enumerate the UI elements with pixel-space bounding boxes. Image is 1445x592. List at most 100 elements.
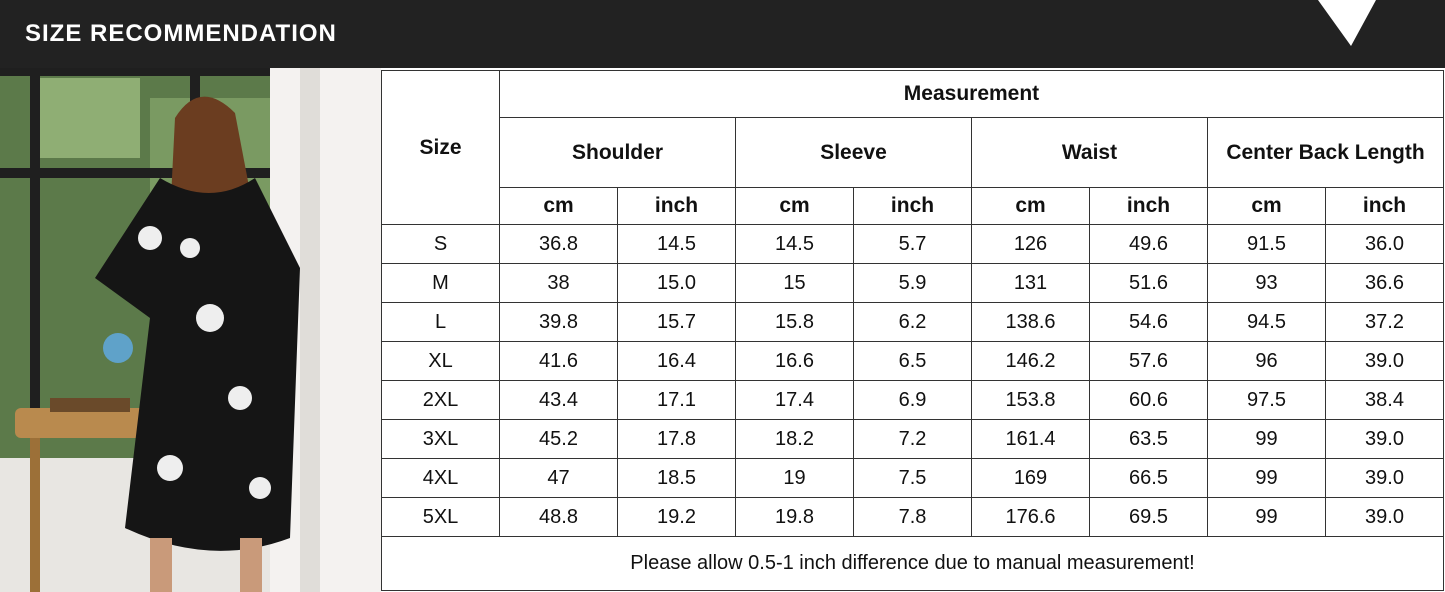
value-cell: 93 [1207, 263, 1326, 303]
table-row: S 36.8 14.5 14.5 5.7 126 49.6 91.5 36.0 [381, 224, 1444, 264]
size-cell: 5XL [381, 497, 500, 537]
value-cell: 96 [1207, 341, 1326, 381]
value-cell: 45.2 [499, 419, 618, 459]
value-cell: 39.0 [1325, 458, 1444, 498]
value-cell: 99 [1207, 497, 1326, 537]
value-cell: 38 [499, 263, 618, 303]
header-notch [1318, 0, 1376, 46]
value-cell: 43.4 [499, 380, 618, 420]
value-cell: 39.8 [499, 302, 618, 342]
value-cell: 18.2 [735, 419, 854, 459]
value-cell: 146.2 [971, 341, 1090, 381]
value-cell: 7.8 [853, 497, 972, 537]
value-cell: 19.2 [617, 497, 736, 537]
value-cell: 15 [735, 263, 854, 303]
value-cell: 63.5 [1089, 419, 1208, 459]
group-header: Center Back Length [1207, 117, 1444, 188]
value-cell: 99 [1207, 419, 1326, 459]
table-row: 4XL 47 18.5 19 7.5 169 66.5 99 39.0 [381, 458, 1444, 498]
value-cell: 19.8 [735, 497, 854, 537]
value-cell: 14.5 [617, 224, 736, 264]
unit-header: cm [971, 187, 1090, 225]
value-cell: 14.5 [735, 224, 854, 264]
value-cell: 97.5 [1207, 380, 1326, 420]
value-cell: 16.4 [617, 341, 736, 381]
table-row: Please allow 0.5-1 inch difference due t… [381, 536, 1444, 591]
value-cell: 153.8 [971, 380, 1090, 420]
value-cell: 49.6 [1089, 224, 1208, 264]
value-cell: 17.1 [617, 380, 736, 420]
value-cell: 57.6 [1089, 341, 1208, 381]
value-cell: 51.6 [1089, 263, 1208, 303]
value-cell: 7.5 [853, 458, 972, 498]
size-cell: M [381, 263, 500, 303]
value-cell: 15.8 [735, 302, 854, 342]
unit-header: inch [1325, 187, 1444, 225]
value-cell: 91.5 [1207, 224, 1326, 264]
size-table: Size Measurement Shoulder Sleeve Waist Center… [381, 70, 1444, 591]
table-row: M 38 15.0 15 5.9 131 51.6 93 36.6 [381, 263, 1444, 303]
size-cell: 3XL [381, 419, 500, 459]
size-cell: L [381, 302, 500, 342]
value-cell: 176.6 [971, 497, 1090, 537]
table-row: Size Measurement [381, 70, 1444, 225]
size-cell: 2XL [381, 380, 500, 420]
measurement-header: Measurement [499, 70, 1444, 118]
group-header: Waist [971, 117, 1208, 188]
size-header: Size [381, 70, 500, 225]
table-row: 5XL 48.8 19.2 19.8 7.8 176.6 69.5 99 39.0 [381, 497, 1444, 537]
unit-header: inch [617, 187, 736, 225]
table-row: 3XL 45.2 17.8 18.2 7.2 161.4 63.5 99 39.0 [381, 419, 1444, 459]
value-cell: 39.0 [1325, 497, 1444, 537]
group-header: Shoulder [499, 117, 736, 188]
value-cell: 131 [971, 263, 1090, 303]
value-cell: 126 [971, 224, 1090, 264]
value-cell: 6.9 [853, 380, 972, 420]
unit-header: inch [853, 187, 972, 225]
table-row: 2XL 43.4 17.1 17.4 6.9 153.8 60.6 97.5 38.4 [381, 380, 1444, 420]
unit-header: cm [735, 187, 854, 225]
value-cell: 47 [499, 458, 618, 498]
value-cell: 6.5 [853, 341, 972, 381]
value-cell: 41.6 [499, 341, 618, 381]
value-cell: 48.8 [499, 497, 618, 537]
value-cell: 54.6 [1089, 302, 1208, 342]
value-cell: 69.5 [1089, 497, 1208, 537]
table-row: L 39.8 15.7 15.8 6.2 138.6 54.6 94.5 37.2 [381, 302, 1444, 342]
value-cell: 169 [971, 458, 1090, 498]
value-cell: 17.8 [617, 419, 736, 459]
size-cell: XL [381, 341, 500, 381]
value-cell: 15.0 [617, 263, 736, 303]
note: Please allow 0.5-1 inch difference due t… [381, 536, 1444, 591]
value-cell: 39.0 [1325, 419, 1444, 459]
value-cell: 5.7 [853, 224, 972, 264]
size-cell: 4XL [381, 458, 500, 498]
header-bar: SIZE RECOMMENDATION [0, 0, 1445, 68]
table-row: cm inch cm inch cm inch cm inch [382, 187, 1444, 225]
value-cell: 66.5 [1089, 458, 1208, 498]
table-row: Shoulder Sleeve Waist Center Back Length [382, 117, 1444, 188]
value-cell: 138.6 [971, 302, 1090, 342]
value-cell: 7.2 [853, 419, 972, 459]
value-cell: 39.0 [1325, 341, 1444, 381]
value-cell: 99 [1207, 458, 1326, 498]
value-cell: 17.4 [735, 380, 854, 420]
value-cell: 36.6 [1325, 263, 1444, 303]
size-cell: S [381, 224, 500, 264]
value-cell: 38.4 [1325, 380, 1444, 420]
value-cell: 18.5 [617, 458, 736, 498]
value-cell: 16.6 [735, 341, 854, 381]
value-cell: 161.4 [971, 419, 1090, 459]
value-cell: 36.8 [499, 224, 618, 264]
value-cell: 5.9 [853, 263, 972, 303]
value-cell: 15.7 [617, 302, 736, 342]
header-title: SIZE RECOMMENDATION [25, 20, 337, 47]
value-cell: 37.2 [1325, 302, 1444, 342]
group-header: Sleeve [735, 117, 972, 188]
unit-header: cm [1207, 187, 1326, 225]
value-cell: 19 [735, 458, 854, 498]
product-photo [0, 68, 381, 592]
value-cell: 60.6 [1089, 380, 1208, 420]
unit-header: cm [499, 187, 618, 225]
